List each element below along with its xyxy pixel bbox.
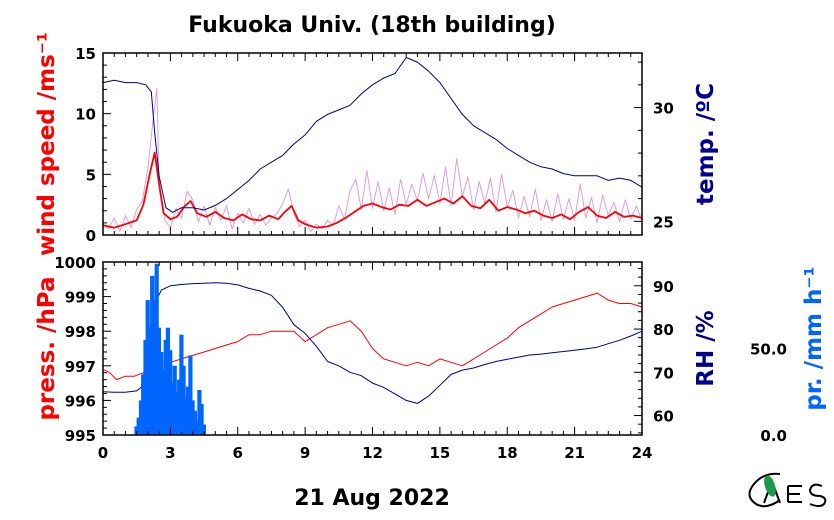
y-tick-label-left: 10 <box>75 106 96 124</box>
x-tick-label: 21 <box>564 444 585 462</box>
series-line-mean <box>102 151 643 229</box>
rain-bar <box>199 403 204 435</box>
series-line-line <box>102 282 643 404</box>
y-tick-label-left: 997 <box>65 358 96 376</box>
rain-bar <box>201 424 206 435</box>
rain-bar <box>181 365 186 435</box>
rain-bar <box>172 365 177 435</box>
y-tick-label-left: 0 <box>86 227 96 245</box>
y-tick-label-right: 25 <box>653 213 674 231</box>
y-tick-label-left: 15 <box>75 45 96 63</box>
y-axis-label-right: RH /% <box>693 310 719 386</box>
x-tick-label: 0 <box>98 444 108 462</box>
rain-bar <box>170 383 175 435</box>
rain-bar <box>143 339 148 435</box>
x-axis-label: 21 Aug 2022 <box>294 486 450 511</box>
y-tick-label-right: 90 <box>653 278 674 296</box>
y-axis-label-right: temp. /ºC <box>693 83 719 205</box>
rain-bar <box>136 417 141 435</box>
logo-swoosh <box>748 472 781 508</box>
rain-bar <box>174 391 179 436</box>
rain-bar <box>192 410 197 435</box>
y-tick-label-left: 995 <box>65 427 96 445</box>
series-line-raw <box>102 87 643 232</box>
logo-leaf <box>764 475 776 497</box>
rain-bar <box>145 300 150 435</box>
rain-bar <box>163 339 168 435</box>
rain-bar <box>190 400 195 435</box>
rain-bar <box>186 386 191 435</box>
rain-bar <box>197 390 202 435</box>
x-tick-label: 18 <box>497 444 518 462</box>
x-tick-label: 24 <box>632 444 653 462</box>
series-line-line <box>102 292 643 381</box>
rain-bar <box>179 334 184 435</box>
rain-bar <box>183 396 188 435</box>
rain-bar <box>168 350 173 435</box>
y-tick-label-third: 0.0 <box>760 427 787 445</box>
y-tick-label-third: 50.0 <box>750 341 787 359</box>
rain-bar <box>147 331 153 435</box>
chart-title: Fukuoka Univ. (18th building) <box>188 13 556 38</box>
rain-bar <box>188 355 193 435</box>
rain-bar <box>150 275 155 435</box>
x-tick-label: 15 <box>429 444 450 462</box>
logo-letter-s <box>808 483 827 507</box>
rain-bar <box>161 369 166 435</box>
rain-bar <box>141 374 146 435</box>
x-tick-label: 3 <box>165 444 175 462</box>
rain-bar <box>152 300 157 435</box>
bottom-panel: 0 3 6 9 12 15 18 21 24 995 996 997 998 999 1000 60 70 80 9… <box>34 254 827 462</box>
rain-bar <box>159 352 164 435</box>
rain-bar <box>177 379 182 435</box>
rain-bar <box>156 327 161 435</box>
y-tick-label-right: 70 <box>653 364 674 382</box>
rain-bar <box>138 400 144 435</box>
rain-bar <box>165 327 170 435</box>
x-tick-label: 6 <box>233 444 243 462</box>
y-tick-label-right: 30 <box>653 100 674 118</box>
x-tick-label: 9 <box>300 444 310 462</box>
rain-bar <box>195 421 200 435</box>
y-tick-label-left: 996 <box>65 392 96 410</box>
y-tick-label-left: 1000 <box>54 254 96 272</box>
rain-bar <box>134 426 139 435</box>
y-axis-label-left: press. /hPa <box>34 276 60 420</box>
rain-bar <box>154 263 159 435</box>
logo-letter-e <box>787 485 802 503</box>
y-axis-label-left: wind speed /ms⁻¹ <box>34 32 60 256</box>
y-tick-label-right: 60 <box>653 408 674 426</box>
y-tick-label-left: 999 <box>65 289 96 307</box>
y-tick-label-left: 5 <box>86 166 96 184</box>
x-tick-label: 12 <box>362 444 383 462</box>
top-panel: 0 5 10 15 25 30 wind speed /ms⁻¹ temp. /ºC <box>34 32 719 256</box>
y-axis-label-third: pr. /mm h⁻¹ <box>801 266 827 410</box>
y-tick-label-left: 998 <box>65 323 96 341</box>
series-line-line <box>102 57 643 213</box>
nies-logo <box>748 472 827 508</box>
y-tick-label-right: 80 <box>653 321 674 339</box>
